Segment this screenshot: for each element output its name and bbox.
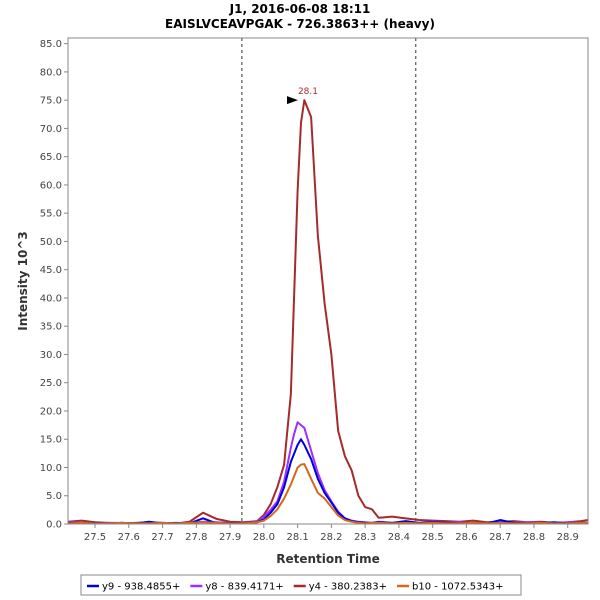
x-tick-label: 28.8 <box>523 532 545 543</box>
y-axis-label: Intensity 10^3 <box>16 231 30 331</box>
x-tick-label: 28.7 <box>489 532 511 543</box>
y-tick-label: 20.0 <box>40 406 62 417</box>
peak-arrow-icon <box>286 96 298 105</box>
x-tick-label: 27.5 <box>84 532 106 543</box>
y-tick-label: 30.0 <box>40 350 62 361</box>
x-tick-label: 28.6 <box>455 532 477 543</box>
chart-title: J1, 2016-06-08 18:11 <box>229 2 371 16</box>
peak-annotation-layer: 28.1 <box>286 87 318 105</box>
y-tick-label: 75.0 <box>40 96 62 107</box>
y-tick-label: 85.0 <box>40 39 62 50</box>
y-tick-label: 65.0 <box>40 152 62 163</box>
y-tick-label: 45.0 <box>40 265 62 276</box>
x-tick-label: 28.1 <box>286 532 308 543</box>
y-tick-label: 40.0 <box>40 293 62 304</box>
legend-entry-1[interactable]: y8 - 839.4171+ <box>205 582 283 593</box>
x-tick-label: 27.8 <box>185 532 207 543</box>
x-tick-label: 28.5 <box>422 532 444 543</box>
plot-frame <box>67 37 589 525</box>
chart-subtitle: EAISLVCEAVPGAK - 726.3863++ (heavy) <box>165 17 435 31</box>
legend: y9 - 938.4855+ y8 - 839.4171+ y4 - 380.238… <box>87 582 504 593</box>
y-tick-label: 25.0 <box>40 378 62 389</box>
integration-bounds <box>241 38 417 524</box>
x-tick-label: 27.7 <box>151 532 173 543</box>
legend-entry-0[interactable]: y9 - 938.4855+ <box>102 582 180 593</box>
x-tick-label: 28.3 <box>354 532 376 543</box>
y-tick-label: 5.0 <box>46 491 62 502</box>
y-tick-label: 0.0 <box>46 520 62 531</box>
y-tick-label: 50.0 <box>40 237 62 248</box>
y-tick-label: 10.0 <box>40 463 62 474</box>
series-layer <box>68 99 588 524</box>
legend-entry-2[interactable]: y4 - 380.2383+ <box>309 582 387 593</box>
y-tick-label: 70.0 <box>40 124 62 135</box>
x-axis: 27.5 27.6 27.7 27.8 27.9 28.0 28.1 28.2 28.3 28.4… <box>84 524 579 543</box>
x-tick-label: 28.2 <box>320 532 342 543</box>
peak-label: 28.1 <box>298 87 318 97</box>
legend-entry-3[interactable]: b10 - 1072.5343+ <box>412 582 504 593</box>
x-tick-label: 28.4 <box>388 532 410 543</box>
y-tick-label: 35.0 <box>40 322 62 333</box>
y-tick-label: 60.0 <box>40 180 62 191</box>
y-axis: 0.0 5.0 10.0 15.0 20.0 25.0 30.0 35.0 40.0 45.0 50… <box>40 39 68 531</box>
x-tick-label: 28.0 <box>253 532 275 543</box>
series-line-3[interactable] <box>68 463 588 524</box>
x-tick-label: 27.6 <box>118 532 140 543</box>
y-tick-label: 15.0 <box>40 435 62 446</box>
x-tick-label: 27.9 <box>219 532 241 543</box>
y-tick-label: 80.0 <box>40 67 62 78</box>
x-axis-label: Retention Time <box>276 552 380 566</box>
y-tick-label: 55.0 <box>40 209 62 220</box>
x-tick-label: 28.9 <box>557 532 579 543</box>
